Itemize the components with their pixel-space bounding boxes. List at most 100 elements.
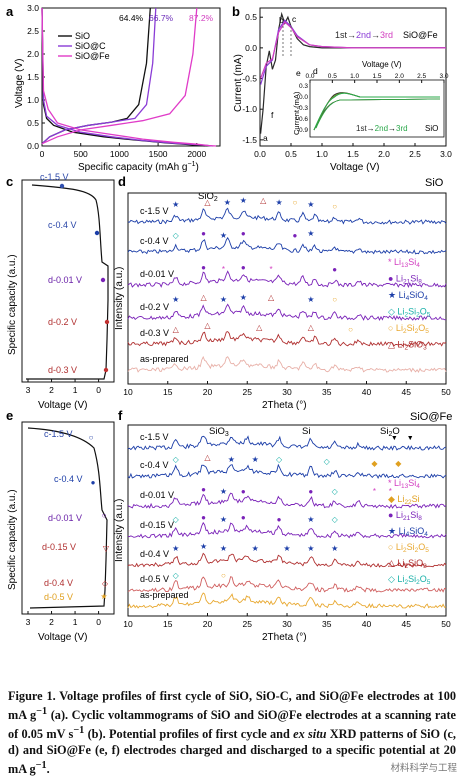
xrd-phase-marker: △ xyxy=(204,453,211,462)
a-discharge-SiO@C xyxy=(41,7,213,147)
inset-ylabel: Current (mA) xyxy=(292,91,301,135)
b-ytick-label: -1.0 xyxy=(242,104,257,114)
xrd-trace-label: d-0.01 V xyxy=(140,490,174,500)
b-xtick-label: 2.0 xyxy=(378,149,390,159)
volt-xtick-label: 2 xyxy=(49,617,54,627)
xrd-phase-marker: ◇ xyxy=(173,455,180,464)
peak-label-f: f xyxy=(271,110,274,120)
e-point-marker: ◇ xyxy=(102,579,109,588)
e-point-marker: ▽ xyxy=(103,544,110,553)
xrd-trace xyxy=(127,521,447,539)
c-point-label: d-0.2 V xyxy=(48,317,77,327)
panel-c: c Specific capacity (a.u.) 3 2 1 0 Voltage … xyxy=(6,172,115,411)
legend-sample-siofe: SiO@Fe xyxy=(403,30,438,40)
volt-xtick-label: 2 xyxy=(49,385,54,395)
xrd-trace xyxy=(127,435,447,451)
c-point xyxy=(94,230,100,236)
b-ytick-label: -1.5 xyxy=(242,135,257,145)
inset-legend-sample: SiO xyxy=(425,124,438,133)
xrd-trace-label: d-0.3 V xyxy=(140,328,169,338)
e-point-marker: ★ xyxy=(100,592,107,601)
xrd-xtick-label: 25 xyxy=(243,619,253,629)
panel-b-label: b xyxy=(232,4,240,19)
xrd-trace xyxy=(127,576,447,593)
xrd-trace-label: c-1.5 V xyxy=(140,432,169,442)
inset-ytick-label: 0.0 xyxy=(299,94,308,101)
xrd-xtick-label: 50 xyxy=(441,619,451,629)
a-xtick-label: 1500 xyxy=(149,149,168,159)
inset-xtick-label: 1.0 xyxy=(350,73,359,80)
inset-ytick-label: -0.6 xyxy=(297,116,309,123)
volt-xtick-label: 1 xyxy=(73,617,78,627)
a-xtick-label: 0 xyxy=(40,149,45,159)
xrd-phase-marker: ● xyxy=(293,231,298,240)
xrd-xtick-label: 35 xyxy=(322,387,332,397)
xrd-phase-marker: △ xyxy=(308,323,315,332)
panel-f: f SiO@Fe Intensity (a.u.) 10 15 20 25 30 35 40… xyxy=(114,408,452,643)
inset-cv-return-3 xyxy=(315,98,441,129)
xrd-phase-marker: △ xyxy=(173,325,180,334)
d-legend-item: ○ Li2Si2O5 xyxy=(388,323,429,335)
xrd-phase-marker: ○ xyxy=(293,198,298,207)
e-point-label: d-0.4 V xyxy=(44,578,73,588)
panel-d: d SiO Intensity (a.u.) 10 15 20 25 30 35 40 45 5… xyxy=(114,174,451,411)
f-legend-item: △ Li2SiO3 xyxy=(388,558,427,570)
d-legend-item: ● Li21Si8 xyxy=(388,274,422,286)
panel-e-frame xyxy=(21,421,115,615)
xrd-trace-label: as-prepared xyxy=(140,354,189,364)
xrd-xtick-label: 40 xyxy=(362,387,372,397)
c-point xyxy=(104,319,110,325)
xrd-trace xyxy=(127,303,447,321)
peak-label-b: b xyxy=(279,15,284,25)
a-xtick-label: 2000 xyxy=(187,149,206,159)
legend-sioc: SiO@C xyxy=(75,41,106,51)
c-point-label: d-0.3 V xyxy=(48,365,77,375)
d-legend-item: △ Li2SiO3 xyxy=(388,340,427,352)
a-discharge-SiO@Fe xyxy=(41,7,217,147)
xrd-phase-marker: ★ xyxy=(228,455,235,464)
e-point-label: c-1.5 V xyxy=(44,429,73,439)
panel-d-top-label: SiO2 xyxy=(198,191,218,203)
figure-caption: Figure 1. Voltage profiles of first cycl… xyxy=(8,689,457,777)
xrd-xtick-label: 20 xyxy=(203,387,213,397)
xrd-trace xyxy=(127,592,447,609)
f-legend-item: ◇ Li2Si2O5 xyxy=(388,574,431,586)
peak-label-c: c xyxy=(292,14,297,24)
xrd-phase-marker: ○ xyxy=(332,295,337,304)
panel-e-curve xyxy=(27,427,108,609)
a-xtick-label: 500 xyxy=(74,149,88,159)
a-xtick-label: 1000 xyxy=(110,149,129,159)
xrd-phase-marker: ◇ xyxy=(332,515,339,524)
xrd-phase-marker: ◆ xyxy=(395,459,402,468)
xrd-phase-marker: ● xyxy=(201,513,206,522)
b-xtick-label: 3.0 xyxy=(440,149,452,159)
xrd-trace xyxy=(127,236,447,255)
inset-xlabel: Voltage (V) xyxy=(362,60,402,69)
xrd-xtick-label: 30 xyxy=(282,619,292,629)
volt-xtick-label: 1 xyxy=(73,385,78,395)
xrd-phase-marker: ○ xyxy=(348,325,353,334)
xrd-phase-marker: ★ xyxy=(252,544,259,553)
peak-label-d: d xyxy=(313,66,318,76)
b-xtick-label: 2.5 xyxy=(409,149,421,159)
panel-a-legend: SiO SiO@C SiO@Fe xyxy=(58,31,110,61)
e-point-label: d-0.5 V xyxy=(44,592,73,602)
panel-a-frame xyxy=(41,7,221,147)
volt-xtick-label: 0 xyxy=(96,385,101,395)
legend-1st-2nd-3rd: 1st→2nd→3rd xyxy=(335,30,393,40)
watermark: 材料科学与工程 xyxy=(390,763,457,774)
xrd-trace-label: d-0.5 V xyxy=(140,574,169,584)
xrd-trace xyxy=(127,552,447,568)
panel-f-top-label-si: Si xyxy=(302,426,310,437)
a-ytick-label: 1.5 xyxy=(27,72,39,82)
c-point-label: c-1.5 V xyxy=(40,172,69,182)
inset-ytick-label: -0.9 xyxy=(297,127,309,134)
xrd-phase-marker: ● xyxy=(241,229,246,238)
xrd-xtick-label: 15 xyxy=(163,619,173,629)
annot-sio: 64.4% xyxy=(119,13,144,23)
xrd-xtick-label: 45 xyxy=(402,619,412,629)
panel-d-title: SiO xyxy=(425,177,444,189)
panel-a-ylabel: Voltage (V) xyxy=(14,59,25,108)
xrd-phase-marker: △ xyxy=(200,293,207,302)
a-ytick-label: 0.0 xyxy=(27,141,39,151)
